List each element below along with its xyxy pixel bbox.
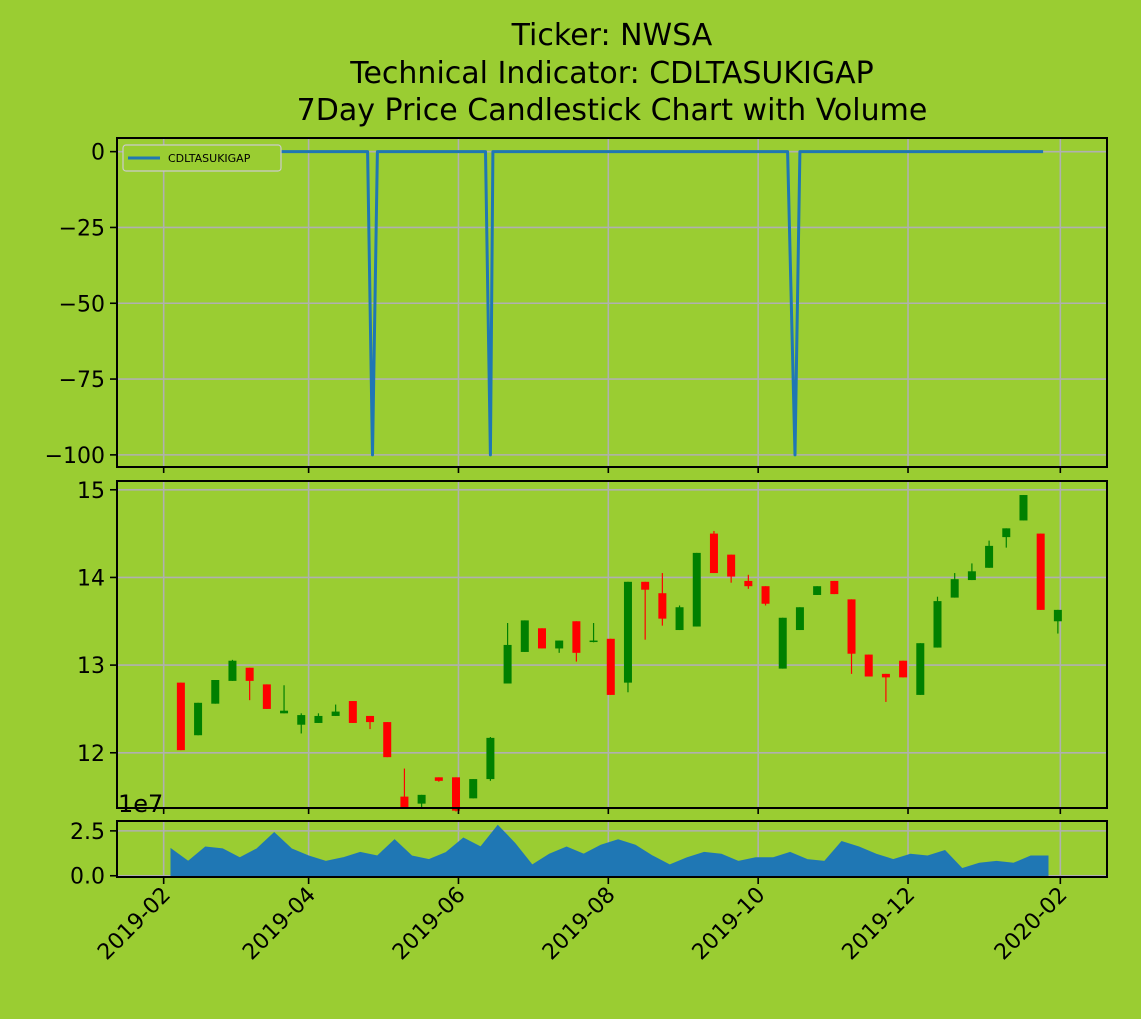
legend-label: CDLTASUKIGAP	[168, 152, 251, 165]
candle-body-3	[228, 660, 237, 681]
candle-body-36	[795, 607, 804, 631]
candle-body-44	[933, 601, 942, 648]
candle-body-49	[1019, 495, 1028, 521]
candle-body-11	[366, 715, 375, 723]
candle-body-47	[985, 545, 994, 568]
candle-body-40	[864, 654, 873, 677]
indicator-ytick-label-1: −25	[59, 216, 105, 241]
candle-body-9	[331, 711, 340, 716]
candle-body-18	[486, 737, 495, 780]
price-ytick-label-2: 14	[77, 566, 105, 591]
candle-body-33	[744, 580, 753, 587]
candle-body-23	[572, 621, 581, 653]
price-ytick-label-0: 12	[77, 742, 105, 767]
candle-body-51	[1053, 609, 1062, 622]
candle-body-13	[400, 796, 409, 808]
volume-ytick-label-0: 0.0	[70, 865, 105, 890]
volume-ytick-label-1: 2.5	[70, 820, 105, 845]
candle-body-46	[967, 571, 976, 581]
candle-body-24	[589, 640, 598, 643]
candle-body-27	[641, 581, 650, 590]
candle-body-41	[881, 673, 890, 678]
candle-body-16	[452, 777, 461, 811]
candle-body-22	[555, 640, 564, 649]
price-ytick-label-1: 13	[77, 654, 105, 679]
indicator-ytick-label-2: −50	[59, 292, 105, 317]
candle-body-1	[194, 702, 203, 736]
title-line-1: Ticker: NWSA	[511, 18, 713, 53]
candle-body-50	[1036, 533, 1045, 610]
price-frame	[116, 480, 1108, 809]
indicator-ytick-label-4: −100	[45, 444, 105, 469]
candle-body-38	[830, 580, 839, 595]
indicator-panel: 0 −25 −50 −75 −100 CDLTASUKIGAP	[45, 137, 1108, 473]
candle-body-48	[1002, 528, 1011, 538]
candle-body-35	[778, 617, 787, 669]
indicator-series-line-0	[171, 150, 1044, 457]
candle-body-28	[658, 593, 667, 619]
candle-body-26	[623, 581, 632, 683]
candle-body-42	[899, 660, 908, 678]
volume-panel: 0.0 2.5	[70, 820, 1108, 890]
title-line-2: Technical Indicator: CDLTASUKIGAP	[349, 56, 874, 91]
indicator-legend: CDLTASUKIGAP	[122, 144, 282, 172]
candle-body-30	[692, 552, 701, 627]
price-ytick-label-3: 15	[77, 479, 105, 504]
indicator-ytick-label-0: 0	[91, 141, 105, 166]
candle-body-0	[176, 682, 185, 751]
candle-body-19	[503, 644, 512, 684]
candle-body-25	[606, 638, 615, 695]
candle-body-31	[709, 533, 718, 574]
candle-body-8	[314, 715, 323, 723]
candle-body-5	[262, 684, 271, 709]
indicator-frame	[116, 137, 1108, 468]
candle-body-29	[675, 607, 684, 631]
candle-body-6	[280, 710, 289, 714]
candle-body-34	[761, 586, 770, 604]
candle-body-20	[520, 620, 529, 652]
legend-box	[122, 144, 282, 172]
candle-body-17	[469, 779, 478, 799]
volume-offset-label: 1e7	[118, 790, 163, 818]
candle-body-45	[950, 579, 959, 598]
candle-body-10	[348, 701, 357, 723]
candle-body-21	[537, 628, 546, 649]
candle-body-7	[297, 715, 306, 725]
volume-frame	[116, 820, 1108, 878]
candle-body-43	[916, 643, 925, 695]
price-panel: 12 13 14 15	[77, 479, 1108, 814]
candle-body-37	[813, 586, 822, 595]
candle-body-15	[434, 777, 443, 781]
candle-body-14	[417, 794, 426, 804]
volume-area	[170, 824, 1049, 877]
title-line-3: 7Day Price Candlestick Chart with Volume	[297, 93, 928, 128]
candle-body-32	[727, 554, 736, 577]
candle-body-12	[383, 722, 392, 758]
candle-body-39	[847, 599, 856, 654]
indicator-ytick-label-3: −75	[59, 368, 105, 393]
candle-body-2	[211, 680, 220, 704]
candle-body-4	[245, 667, 254, 681]
